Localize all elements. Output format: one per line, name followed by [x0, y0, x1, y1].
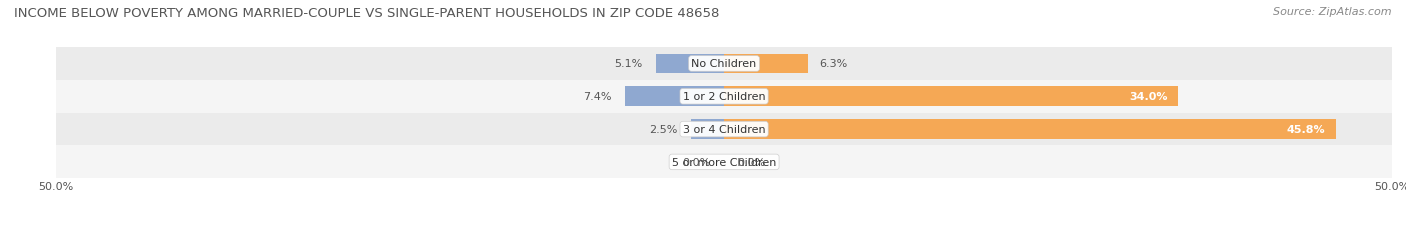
Bar: [56, 81, 1392, 113]
Text: Source: ZipAtlas.com: Source: ZipAtlas.com: [1274, 7, 1392, 17]
Text: 5.1%: 5.1%: [614, 59, 643, 69]
Bar: [724, 87, 1178, 107]
Text: 45.8%: 45.8%: [1286, 125, 1326, 134]
Text: 2.5%: 2.5%: [650, 125, 678, 134]
Text: 5 or more Children: 5 or more Children: [672, 157, 776, 167]
Text: 6.3%: 6.3%: [818, 59, 848, 69]
Bar: [657, 54, 724, 74]
Bar: [626, 87, 724, 107]
Text: No Children: No Children: [692, 59, 756, 69]
Bar: [56, 113, 1392, 146]
Bar: [724, 54, 808, 74]
Bar: [690, 120, 724, 139]
Text: 3 or 4 Children: 3 or 4 Children: [683, 125, 765, 134]
Bar: [56, 146, 1392, 179]
Bar: [56, 48, 1392, 81]
Text: 0.0%: 0.0%: [738, 157, 766, 167]
Text: 1 or 2 Children: 1 or 2 Children: [683, 92, 765, 102]
Text: INCOME BELOW POVERTY AMONG MARRIED-COUPLE VS SINGLE-PARENT HOUSEHOLDS IN ZIP COD: INCOME BELOW POVERTY AMONG MARRIED-COUPL…: [14, 7, 720, 20]
Bar: [724, 120, 1336, 139]
Text: 0.0%: 0.0%: [682, 157, 711, 167]
Text: 7.4%: 7.4%: [583, 92, 612, 102]
Text: 34.0%: 34.0%: [1129, 92, 1167, 102]
